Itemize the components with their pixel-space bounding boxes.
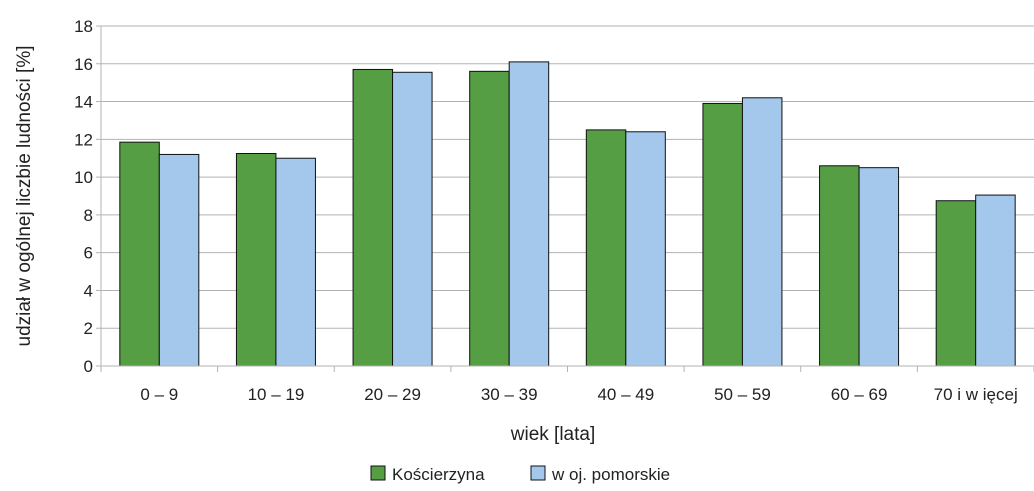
y-axis-ticks: 0 2 4 6 8 10 12 14 16 18 (74, 17, 101, 376)
bar-woj-pomorskie (625, 131, 666, 367)
y-axis-title: udział w ogólnej liczbie ludności [%] (14, 46, 35, 347)
x-tick-label: 40 – 49 (597, 385, 654, 404)
y-tick-label: 14 (74, 93, 93, 112)
bar-koscierzyna (935, 200, 977, 367)
bars (119, 61, 1016, 367)
bar-woj-pomorskie (858, 167, 900, 367)
bar-woj-pomorskie (508, 61, 550, 367)
bar-woj-pomorskie (275, 157, 316, 367)
legend-swatch (370, 465, 386, 481)
x-axis-ticks: 0 – 9 10 – 19 20 – 29 30 – 39 40 – 49 50 – 59… (100, 366, 1034, 404)
x-tick-label: 60 – 69 (831, 385, 888, 404)
x-axis-title: wiek [lata] (510, 424, 595, 445)
y-tick-label: 8 (84, 206, 93, 225)
bar-woj-pomorskie (158, 153, 200, 367)
bar-koscierzyna (469, 70, 510, 367)
bar-koscierzyna (702, 102, 743, 367)
y-tick-label: 16 (74, 55, 93, 74)
legend-label: Kościerzyna (392, 465, 485, 484)
bar-woj-pomorskie (741, 97, 783, 367)
x-tick-label: 20 – 29 (364, 385, 421, 404)
bar-koscierzyna (819, 165, 860, 367)
bar-koscierzyna (235, 153, 277, 367)
y-tick-label: 2 (84, 319, 93, 338)
y-tick-label: 10 (74, 168, 93, 187)
bar-koscierzyna (352, 68, 394, 367)
x-tick-label: 0 – 9 (140, 385, 178, 404)
y-tick-label: 0 (84, 357, 93, 376)
x-tick-label: 10 – 19 (248, 385, 305, 404)
x-tick-label: 50 – 59 (714, 385, 771, 404)
legend: Kościerzyna w oj. pomorskie (370, 465, 670, 484)
y-tick-label: 18 (74, 17, 93, 36)
y-tick-label: 6 (84, 244, 93, 263)
legend-swatch (530, 465, 546, 481)
x-tick-label: 70 i w ięcej (934, 385, 1018, 404)
legend-label: w oj. pomorskie (551, 465, 670, 484)
y-tick-label: 4 (84, 281, 93, 300)
bar-koscierzyna (119, 141, 160, 367)
bar-woj-pomorskie (975, 194, 1016, 367)
bar-woj-pomorskie (392, 71, 433, 367)
y-tick-label: 12 (74, 130, 93, 149)
x-tick-label: 30 – 39 (481, 385, 538, 404)
bar-koscierzyna (585, 129, 627, 367)
